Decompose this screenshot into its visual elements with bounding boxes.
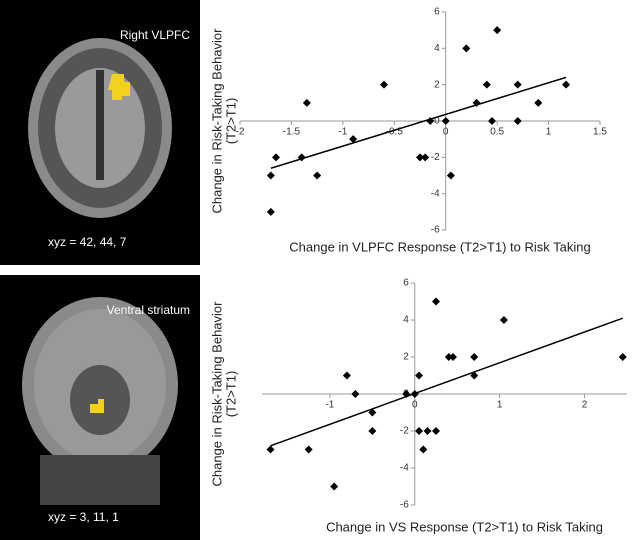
point: [618, 353, 627, 361]
brain-image-a: [0, 0, 200, 265]
point: [513, 80, 522, 89]
point: [421, 153, 430, 162]
point: [562, 80, 571, 89]
x-tick-label: 0: [443, 127, 449, 138]
point: [493, 26, 502, 35]
image-coords: xyz = 42, 44, 7: [48, 235, 127, 249]
x-tick-label: 2: [582, 400, 588, 411]
point: [482, 80, 491, 89]
y-tick-label: 6: [403, 278, 409, 289]
x-tick-label: 1: [497, 400, 503, 411]
y-tick-label: 2: [434, 79, 440, 90]
point: [488, 117, 496, 125]
y-tick-label: 2: [403, 352, 409, 363]
image-label: Ventral striatum: [107, 303, 190, 317]
y-axis-label: Change in Risk-Taking Behavior: [209, 28, 224, 214]
point: [534, 98, 543, 107]
panel-label: B: [2, 274, 16, 296]
y-tick-label: -2: [400, 426, 409, 437]
fit-line: [270, 317, 624, 447]
y-tick-label: -4: [431, 188, 440, 199]
point: [513, 117, 522, 125]
point: [470, 353, 479, 361]
x-tick-label: -1: [325, 400, 334, 411]
image-coords: xyz = 3, 11, 1: [48, 510, 119, 524]
point: [402, 390, 411, 398]
x-tick-label: 1: [546, 127, 552, 138]
point: [441, 117, 450, 125]
image-label: Right VLPFC: [120, 28, 190, 42]
point: [272, 153, 280, 162]
x-tick-label: -0.5: [386, 127, 404, 138]
y-tick-label: -6: [400, 500, 409, 511]
point: [342, 371, 351, 380]
y-tick-label: 0: [434, 116, 440, 127]
x-tick-label: 0.5: [490, 127, 504, 138]
point: [432, 297, 441, 306]
y-axis-label: (T2>T1): [223, 371, 238, 418]
point: [266, 207, 275, 216]
point: [423, 427, 432, 435]
point: [446, 171, 455, 180]
x-axis-label: Change in VS Response (T2>T1) to Risk Ta…: [326, 519, 603, 534]
point: [419, 445, 428, 454]
point: [368, 427, 377, 435]
point: [410, 390, 419, 398]
y-tick-label: -2: [431, 152, 440, 163]
point: [297, 153, 306, 162]
point: [444, 353, 453, 361]
x-tick-label: -2: [236, 127, 245, 138]
point: [426, 117, 435, 125]
point: [302, 98, 311, 107]
point: [380, 80, 388, 89]
x-tick-label: -1: [338, 127, 347, 138]
fit-line: [270, 76, 567, 169]
y-axis-label: (T2>T1): [223, 98, 238, 145]
y-tick-label: 6: [434, 7, 440, 18]
y-tick-label: 4: [403, 315, 409, 326]
panel-label: A: [2, 0, 16, 21]
brain-image-b: [0, 275, 200, 540]
point: [415, 371, 424, 380]
point: [349, 135, 358, 144]
point: [499, 316, 508, 324]
point: [304, 445, 313, 454]
y-tick-label: 4: [434, 43, 440, 54]
point: [351, 390, 360, 398]
point: [462, 44, 471, 53]
y-tick-label: -6: [431, 225, 440, 236]
point: [472, 98, 481, 107]
point: [313, 171, 322, 180]
x-tick-label: 0: [412, 400, 418, 411]
point: [330, 482, 339, 491]
point: [368, 408, 377, 417]
y-tick-label: -4: [400, 463, 409, 474]
point: [415, 427, 424, 435]
x-tick-label: 1.5: [593, 127, 607, 138]
point: [416, 153, 424, 162]
point: [266, 171, 275, 180]
x-axis-label: Change in VLPFC Response (T2>T1) to Risk…: [289, 239, 590, 254]
point: [432, 427, 441, 435]
x-tick-label: -1.5: [283, 127, 301, 138]
point: [448, 353, 457, 361]
point: [470, 371, 479, 380]
y-axis-label: Change in Risk-Taking Behavior: [209, 301, 224, 487]
point: [266, 445, 275, 454]
